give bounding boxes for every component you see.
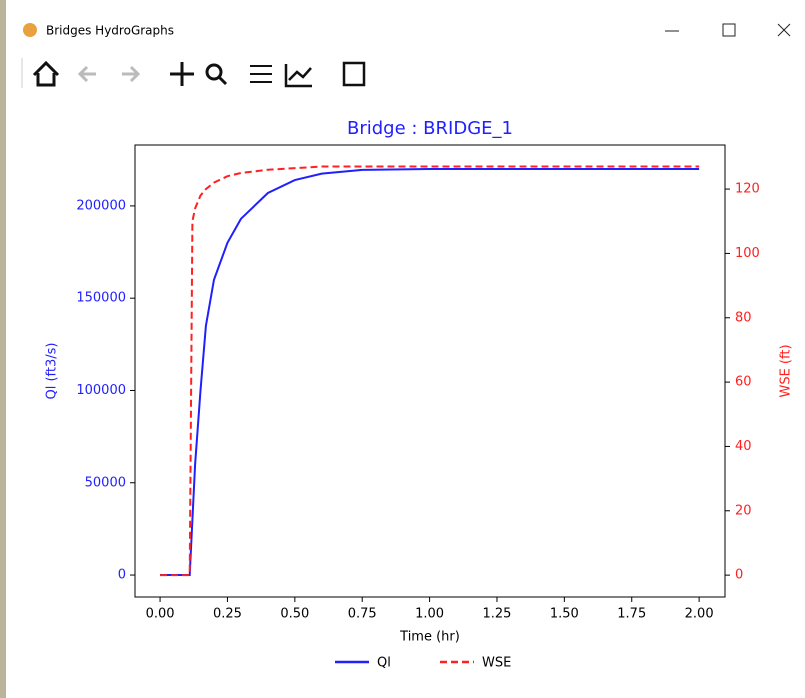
y2-tick-label: 60 (735, 375, 752, 390)
home-button[interactable] (32, 60, 60, 87)
x-tick-label: 0.25 (213, 607, 242, 622)
chart-title: Bridge : BRIDGE_1 (347, 118, 513, 139)
back-button[interactable] (77, 65, 96, 83)
app-icon (23, 23, 37, 37)
x-tick-label: 1.00 (415, 607, 444, 622)
x-tick-label: 0.50 (280, 607, 309, 622)
toolbar (21, 58, 366, 88)
y-tick-label: 150000 (76, 291, 126, 306)
series-line (160, 167, 700, 577)
window-title: Bridges HydroGraphs (46, 24, 174, 38)
y-tick-label: 0 (118, 568, 126, 583)
close-button[interactable] (777, 23, 791, 37)
chart: Bridge : BRIDGE_1 Time (hr) Ql (ft3/s) W… (45, 118, 794, 671)
zoom-handle (217, 75, 228, 86)
y2-tick-label: 100 (735, 246, 760, 261)
x-tick-label: 2.00 (685, 607, 714, 622)
forward-button[interactable] (122, 65, 141, 83)
pan-button[interactable] (170, 62, 194, 86)
y-axis-label: Ql (ft3/s) (45, 343, 60, 400)
x-tick-label: 0.75 (348, 607, 377, 622)
plot-frame (134, 144, 726, 598)
zoom-button[interactable] (205, 63, 223, 81)
save-button[interactable] (342, 61, 366, 87)
y-tick-label: 50000 (85, 475, 126, 490)
y-tick-label: 100000 (76, 383, 126, 398)
y2-tick-label: 0 (735, 568, 743, 583)
x-tick-label: 1.50 (550, 607, 579, 622)
axes-button[interactable] (284, 64, 312, 88)
y2-tick-label: 80 (735, 310, 752, 325)
legend-label: WSE (482, 656, 511, 671)
y2-tick-label: 20 (735, 503, 752, 518)
configure-button[interactable] (250, 65, 272, 83)
x-axis-label: Time (hr) (399, 630, 460, 645)
x-tick-label: 1.75 (617, 607, 646, 622)
background-edge (0, 0, 6, 698)
x-tick-label: 0.00 (146, 607, 175, 622)
maximize-button[interactable] (722, 23, 736, 37)
legend-label: Ql (377, 656, 391, 671)
y2-axis-label: WSE (ft) (779, 344, 794, 397)
y2-tick-label: 120 (735, 182, 760, 197)
y-tick-label: 200000 (76, 198, 126, 213)
x-tick-label: 1.25 (483, 607, 512, 622)
y2-tick-label: 40 (735, 439, 752, 454)
series-line (160, 165, 700, 577)
